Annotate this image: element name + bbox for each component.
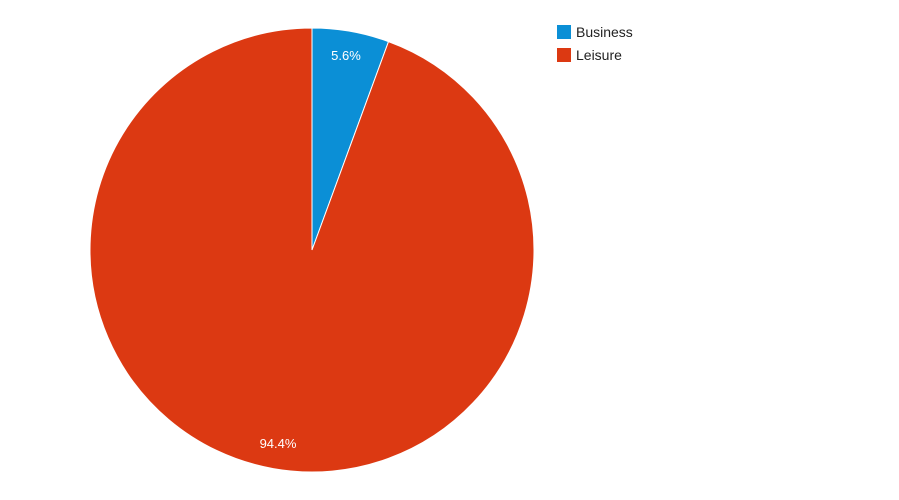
legend-swatch-business	[557, 25, 571, 39]
pie-slices	[89, 27, 535, 473]
pie-slice-leisure[interactable]	[89, 27, 535, 473]
slice-labels: 5.6% 94.4%	[260, 48, 362, 451]
legend-swatch-leisure	[557, 48, 571, 62]
slice-label-business: 5.6%	[331, 48, 361, 63]
legend: Business Leisure	[557, 24, 633, 63]
slice-label-leisure: 94.4%	[260, 436, 297, 451]
legend-label-business[interactable]: Business	[576, 24, 633, 40]
legend-label-leisure[interactable]: Leisure	[576, 47, 622, 63]
